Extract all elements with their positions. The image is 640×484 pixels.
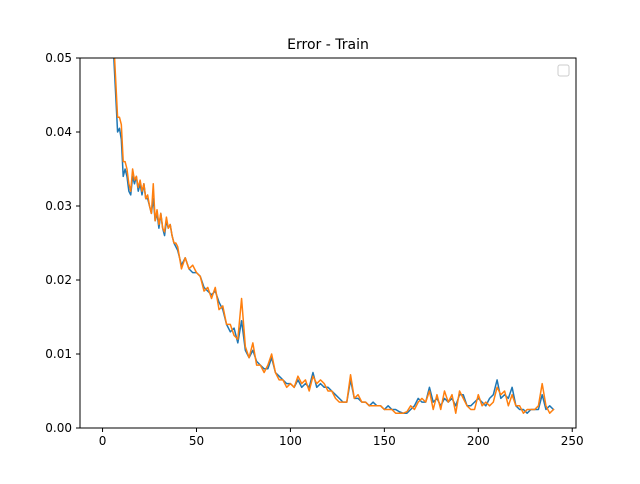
x-axis: 0 50 100 150 200 250 bbox=[99, 428, 584, 448]
plot-frame bbox=[79, 57, 577, 429]
series-layer bbox=[113, 58, 555, 414]
y-tick-label: 0.00 bbox=[45, 421, 72, 435]
series-line-2 bbox=[113, 58, 555, 414]
legend-box bbox=[557, 64, 570, 77]
x-tick-label: 200 bbox=[467, 434, 490, 448]
plot-area bbox=[80, 58, 576, 428]
x-tick-label: 150 bbox=[373, 434, 396, 448]
y-tick-label: 0.05 bbox=[45, 51, 72, 65]
y-tick-label: 0.03 bbox=[45, 199, 72, 213]
y-tick-label: 0.02 bbox=[45, 273, 72, 287]
chart-title: Error - Train bbox=[287, 37, 369, 53]
x-tick-label: 250 bbox=[561, 434, 584, 448]
y-axis: 0.00 0.01 0.02 0.03 0.04 0.05 bbox=[45, 51, 80, 435]
x-tick-label: 0 bbox=[99, 434, 107, 448]
y-tick-label: 0.01 bbox=[45, 347, 72, 361]
y-tick-label: 0.04 bbox=[45, 125, 72, 139]
x-tick-label: 100 bbox=[279, 434, 302, 448]
x-tick-label: 50 bbox=[189, 434, 204, 448]
